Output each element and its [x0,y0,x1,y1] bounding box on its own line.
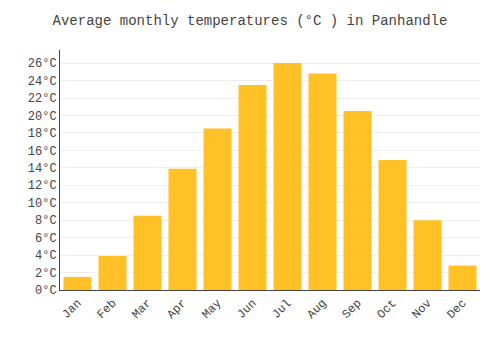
svg-text:22°C: 22°C [28,92,57,106]
svg-text:8°C: 8°C [35,214,57,228]
svg-text:26°C: 26°C [28,57,57,71]
svg-text:4°C: 4°C [35,249,57,263]
svg-text:12°C: 12°C [28,179,57,193]
svg-text:Sep: Sep [339,297,364,322]
svg-text:20°C: 20°C [28,110,57,124]
svg-text:Jan: Jan [59,297,84,322]
svg-text:May: May [199,297,224,322]
svg-text:16°C: 16°C [28,145,57,159]
svg-text:0°C: 0°C [35,284,57,298]
svg-text:Dec: Dec [444,297,469,322]
svg-text:14°C: 14°C [28,162,57,176]
svg-text:24°C: 24°C [28,75,57,89]
svg-text:Mar: Mar [129,297,154,322]
svg-text:Jun: Jun [234,297,259,322]
svg-text:2°C: 2°C [35,267,57,281]
svg-text:18°C: 18°C [28,127,57,141]
svg-text:Aug: Aug [304,297,329,322]
svg-text:Average monthly temperatures (: Average monthly temperatures (°C ) in Pa… [53,13,448,29]
svg-text:10°C: 10°C [28,197,57,211]
svg-text:Oct: Oct [374,297,399,322]
svg-text:Jul: Jul [269,297,294,322]
svg-text:6°C: 6°C [35,232,57,246]
svg-text:Apr: Apr [164,297,189,322]
svg-text:Feb: Feb [94,297,119,322]
svg-text:Nov: Nov [409,297,434,322]
